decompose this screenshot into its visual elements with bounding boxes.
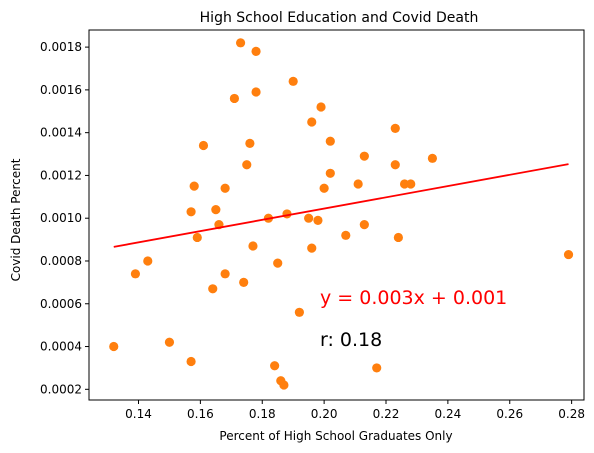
y-tick-label: 0.0004 [40, 340, 82, 354]
data-point [208, 284, 218, 294]
y-tick-label: 0.0010 [40, 211, 82, 225]
data-point [211, 205, 221, 215]
regression-equation-annotation: y = 0.003x + 0.001 [320, 287, 507, 309]
plot-area [109, 38, 574, 390]
data-point [372, 363, 382, 373]
y-tick-label: 0.0006 [40, 297, 82, 311]
regression-line [113, 163, 569, 248]
data-point [192, 232, 202, 243]
data-point [220, 269, 230, 279]
data-point [325, 136, 335, 146]
x-tick-label: 0.18 [249, 407, 276, 421]
data-point [235, 38, 246, 48]
data-point [143, 256, 153, 266]
data-point [279, 380, 289, 390]
data-point [294, 307, 304, 317]
data-point [198, 140, 209, 151]
y-tick-label: 0.0018 [40, 40, 82, 54]
y-tick-label: 0.0014 [40, 126, 82, 140]
data-point [359, 220, 369, 230]
data-point [307, 243, 317, 253]
data-point [186, 356, 196, 367]
data-point [270, 361, 280, 371]
data-point [307, 117, 317, 127]
data-point [109, 341, 119, 352]
data-point [427, 153, 438, 163]
data-point [273, 258, 283, 268]
x-tick-label: 0.28 [558, 407, 585, 421]
y-tick-label: 0.0008 [40, 254, 82, 268]
x-tick-label: 0.16 [187, 407, 214, 421]
data-point [189, 181, 199, 191]
x-tick-label: 0.24 [435, 407, 462, 421]
data-point [229, 93, 240, 104]
x-tick-label: 0.20 [311, 407, 338, 421]
data-point [316, 102, 326, 112]
x-axis-label: Percent of High School Graduates Only [219, 429, 452, 443]
y-axis-label: Covid Death Percent [9, 158, 23, 281]
data-point [563, 249, 574, 260]
data-point [341, 230, 351, 240]
data-point [325, 168, 335, 178]
y-tick-label: 0.0012 [40, 168, 82, 182]
data-point [304, 213, 314, 223]
chart-title: High School Education and Covid Death [200, 10, 479, 26]
data-point [251, 46, 261, 56]
y-tick-label: 0.0016 [40, 83, 82, 97]
data-point [390, 160, 400, 170]
x-tick-label: 0.26 [496, 407, 523, 421]
data-point [130, 269, 141, 279]
data-point [245, 138, 255, 148]
data-point [251, 87, 261, 97]
data-point [220, 183, 230, 193]
data-point [313, 215, 323, 225]
axes-frame [88, 29, 585, 401]
axes: 0.14 0.16 0.18 0.20 0.22 0.24 0.26 0.28 0.0002 0.… [40, 29, 585, 421]
data-point [319, 183, 329, 193]
data-point [353, 179, 363, 189]
data-point [248, 241, 258, 251]
data-point [186, 207, 196, 217]
data-point [390, 123, 400, 133]
data-point [239, 277, 249, 287]
x-tick-label: 0.22 [373, 407, 400, 421]
data-point [288, 76, 298, 86]
data-point [359, 151, 369, 161]
x-tick-label: 0.14 [125, 407, 152, 421]
data-point [164, 337, 175, 347]
y-tick-label: 0.0002 [40, 382, 82, 396]
data-point [393, 232, 403, 243]
correlation-annotation: r: 0.18 [320, 329, 382, 351]
data-point [406, 179, 416, 189]
data-point [242, 160, 252, 170]
